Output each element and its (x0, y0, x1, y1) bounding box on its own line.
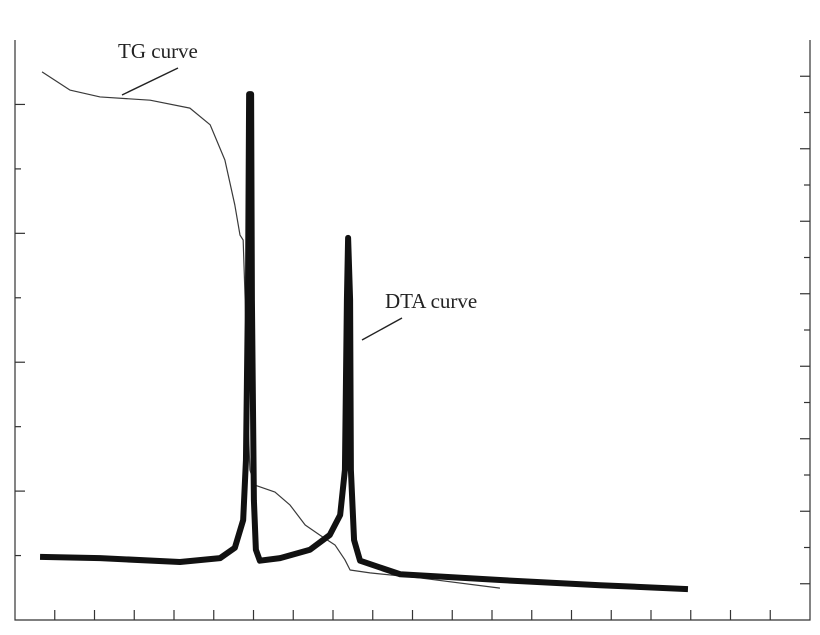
annotation-leader (121, 67, 179, 96)
axes-frame (14, 40, 811, 621)
annotation-leader (361, 317, 403, 341)
annotation: DTA curve (385, 289, 477, 313)
data-line (39, 91, 689, 593)
annotation: TG curve (118, 39, 198, 63)
data-line (41, 71, 501, 589)
